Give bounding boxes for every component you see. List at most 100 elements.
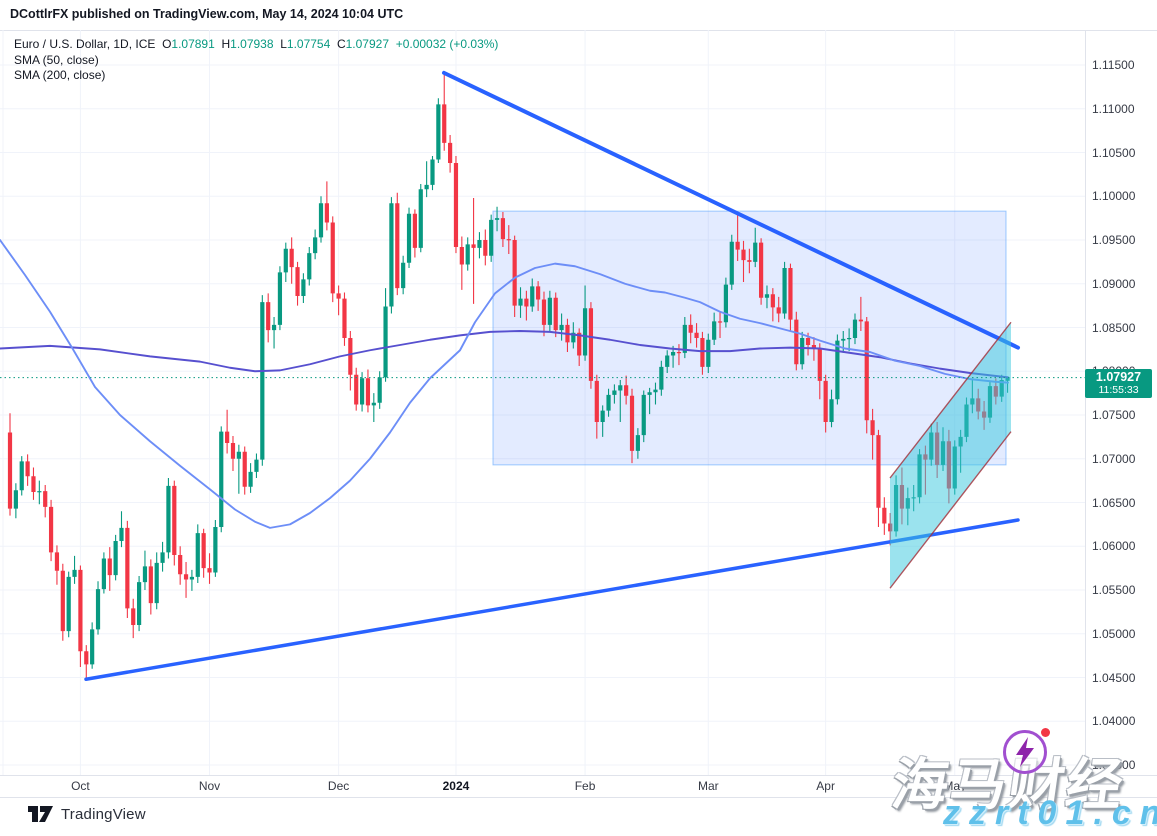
- ohlc-low: L1.07754: [280, 37, 331, 51]
- ascending-support[interactable]: [84, 518, 1020, 681]
- price-tick-label: 1.03500: [1092, 758, 1136, 772]
- candle-body: [606, 394, 611, 411]
- descending-resistance[interactable]: [442, 70, 1020, 350]
- candle-body: [330, 222, 335, 294]
- price-tick-label: 1.06500: [1092, 495, 1136, 510]
- candle-body: [277, 272, 283, 325]
- candle-body: [101, 558, 106, 590]
- candle-body: [13, 490, 18, 509]
- candle-body: [260, 302, 265, 460]
- candle-body: [829, 399, 834, 422]
- time-axis[interactable]: Oct Nov Dec 2024 Feb Mar Apr May: [0, 775, 1085, 797]
- candle-body: [817, 348, 822, 381]
- candle-body: [230, 443, 236, 459]
- candle-body: [477, 240, 482, 248]
- candle-body: [559, 324, 564, 331]
- candle-body: [465, 244, 470, 265]
- candle-body: [125, 527, 130, 609]
- candle-body: [418, 189, 423, 248]
- price-tick-label: 1.11000: [1092, 101, 1135, 116]
- candle-body: [336, 293, 341, 299]
- candle-body: [48, 506, 54, 553]
- price-tick-label: 1.11500: [1092, 58, 1135, 72]
- candle-body: [113, 541, 118, 576]
- tradingview-logo[interactable]: TradingView: [28, 806, 146, 823]
- candle-body: [471, 244, 476, 248]
- price-tick-label: 1.09500: [1092, 233, 1136, 247]
- price-tick-label: 1.07500: [1092, 408, 1136, 422]
- candle-body: [342, 298, 347, 338]
- candle-body: [794, 319, 799, 365]
- tradingview-logo-icon: [28, 806, 53, 822]
- candle-body: [723, 284, 728, 323]
- ascending-channel[interactable]: [890, 322, 1011, 589]
- candle-body: [424, 184, 429, 190]
- candle-body: [782, 268, 787, 314]
- ohlc-close: C1.07927: [336, 37, 390, 51]
- candle-body: [518, 298, 523, 306]
- candle-body: [612, 390, 617, 395]
- candle-body: [43, 491, 48, 507]
- candle-body: [835, 340, 840, 400]
- candle-body: [307, 253, 312, 280]
- price-axis[interactable]: 1.11500 1.11000 1.10500 1.10000 1.09500 1.090…: [1085, 30, 1157, 775]
- candle-body: [289, 248, 294, 268]
- candle-body: [248, 471, 253, 487]
- candle-body: [324, 203, 329, 223]
- sma-50-line: [0, 239, 1009, 529]
- candle-body: [753, 242, 758, 262]
- candle-body: [354, 374, 359, 405]
- candle-body: [571, 332, 576, 343]
- time-tick-label: Oct: [71, 779, 90, 793]
- candle-body: [811, 345, 817, 349]
- candle-body: [788, 268, 793, 320]
- price-tick-label: 1.06000: [1092, 539, 1136, 554]
- sma200-legend[interactable]: SMA (200, close): [14, 68, 106, 82]
- price-tick-label: 1.10500: [1092, 145, 1136, 160]
- time-tick-label: Apr: [816, 779, 835, 793]
- candle-body: [600, 410, 605, 422]
- symbol-ohlc-row[interactable]: Euro / U.S. Dollar, 1D, ICE O1.07891 H1.…: [14, 37, 498, 53]
- time-tick-label: 2024: [442, 779, 470, 793]
- footer-separator: [0, 797, 1157, 798]
- candle-body: [876, 435, 881, 508]
- candle-body: [225, 431, 230, 443]
- candle-body: [301, 279, 306, 296]
- price-tick-label: 1.07000: [1092, 451, 1136, 466]
- candle-body: [858, 319, 863, 322]
- sma50-legend[interactable]: SMA (50, close): [14, 52, 99, 67]
- channel-upper-border[interactable]: [889, 321, 1012, 479]
- candle-body: [31, 476, 36, 492]
- candle-body: [383, 306, 388, 378]
- candle-body: [236, 451, 241, 459]
- candle-body: [588, 308, 594, 381]
- candle-body: [741, 249, 746, 261]
- candle-body: [729, 241, 734, 285]
- candle-body: [371, 402, 376, 406]
- price-tick-label: 1.05500: [1092, 583, 1136, 597]
- candle-body: [706, 339, 711, 367]
- candle-body: [136, 582, 142, 625]
- candle-body: [283, 248, 288, 273]
- candle-body: [254, 459, 259, 472]
- candle-body: [318, 203, 324, 238]
- candle-body: [359, 378, 365, 405]
- candle-body: [453, 163, 459, 247]
- current-price-value: 1.07927: [1095, 370, 1142, 384]
- candle-body: [183, 574, 189, 580]
- candle-body: [142, 566, 148, 583]
- candle-body: [271, 324, 277, 331]
- candle-body: [864, 321, 869, 421]
- candle-body: [582, 308, 588, 356]
- candle-body: [365, 378, 371, 406]
- change-value: +0.00032 (+0.03%): [395, 37, 499, 51]
- candle-body: [800, 338, 805, 365]
- candle-body: [676, 352, 682, 354]
- candle-body: [764, 294, 770, 298]
- candle-body: [506, 239, 511, 241]
- candle-body: [201, 533, 206, 569]
- ohlc-open: O1.07891: [162, 37, 215, 51]
- price-tick-label: 1.08500: [1092, 320, 1136, 335]
- channel-lower-border[interactable]: [889, 431, 1012, 589]
